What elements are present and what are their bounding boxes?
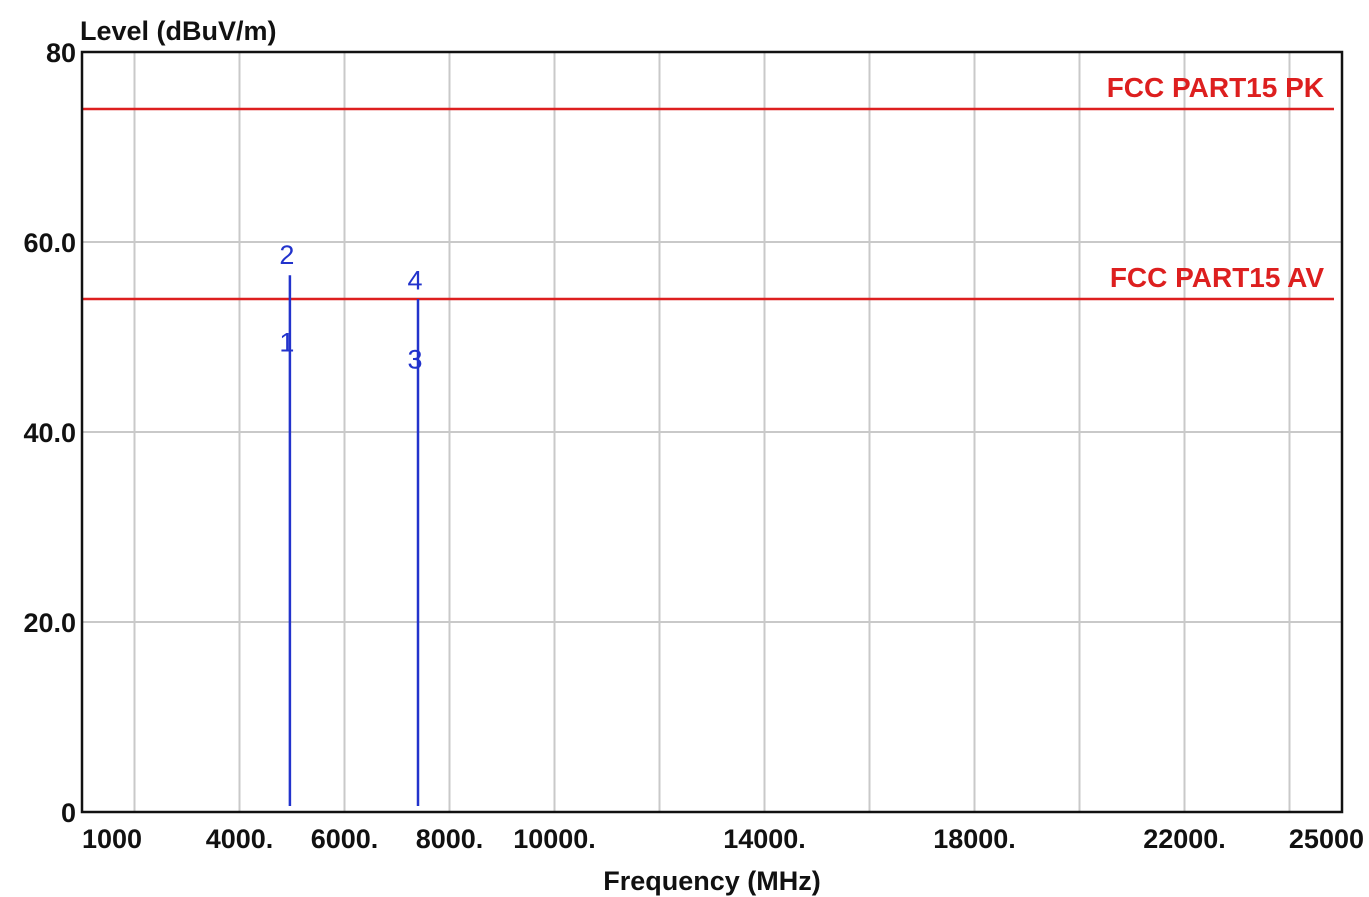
x-tick-label: 1000 [82, 824, 142, 854]
x-tick-label: 8000. [416, 824, 484, 854]
x-axis-title: Frequency (MHz) [603, 866, 821, 896]
x-tick-label: 18000. [933, 824, 1016, 854]
limit-line-label: FCC PART15 AV [1110, 262, 1324, 293]
limit-lines: FCC PART15 PK FCC PART15 AV [82, 72, 1334, 301]
x-tick-label: 14000. [723, 824, 806, 854]
plot-frame [80, 50, 1344, 814]
y-axis-title: Level (dBuV/m) [80, 16, 277, 46]
y-tick-label: 20.0 [23, 608, 76, 638]
limit-line-label: FCC PART15 PK [1107, 72, 1324, 103]
y-tick-label: 0 [61, 798, 76, 828]
marker-label: 3 [407, 344, 422, 374]
x-tick-label: 22000. [1143, 824, 1226, 854]
emission-traces [288, 275, 420, 806]
marker-label: 2 [279, 240, 294, 270]
grid-layer [82, 52, 1342, 812]
marker-labels: 1 2 3 4 [279, 240, 422, 375]
y-tick-label: 60.0 [23, 228, 76, 258]
x-tick-label: 6000. [311, 824, 379, 854]
y-tick-label: 80 [46, 38, 76, 68]
x-tick-label: 10000. [513, 824, 596, 854]
x-tick-label: 25000 [1289, 824, 1364, 854]
y-tick-label: 40.0 [23, 418, 76, 448]
tick-labels: 0 20.0 40.0 60.0 80 1000 4000. 6000. 8000. 10000.… [23, 38, 1364, 854]
marker-label: 1 [279, 327, 294, 357]
marker-label: 4 [407, 266, 422, 296]
x-tick-label: 4000. [206, 824, 274, 854]
